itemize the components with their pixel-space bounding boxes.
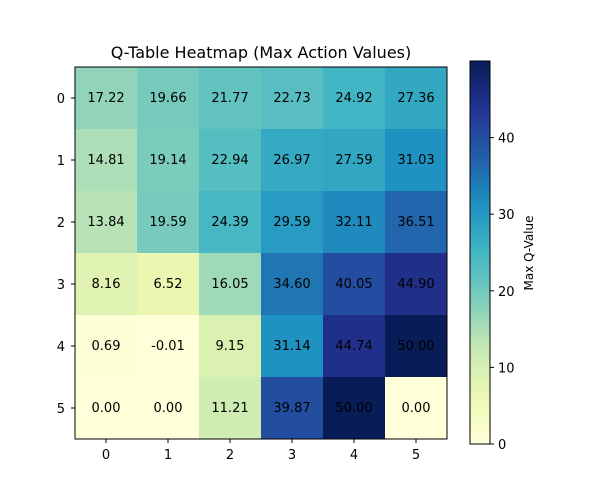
colorbar-ticks: 0 10 20 30 40	[490, 132, 515, 453]
heatmap-cell	[261, 191, 323, 253]
x-tick-label: 4	[350, 448, 358, 463]
cell-value-label: 0.00	[402, 401, 431, 416]
heatmap-cell	[199, 191, 261, 253]
heatmap-cells: 17.22 19.66 21.77 22.73 24.92 27.36 14.81 19.14…	[75, 67, 447, 439]
x-tick-label: 0	[102, 448, 110, 463]
cell-value-label: 19.14	[149, 153, 186, 168]
y-tick-label: 3	[57, 278, 65, 293]
heatmap-cell	[323, 129, 385, 191]
colorbar	[469, 60, 491, 445]
cell-value-label: 40.05	[335, 277, 372, 292]
cell-value-label: 22.73	[273, 91, 310, 106]
y-tick-label: 2	[57, 216, 65, 231]
x-tick-label: 2	[226, 448, 234, 463]
heatmap-cell	[261, 129, 323, 191]
heatmap-cell	[323, 191, 385, 253]
heatmap-cell	[385, 253, 447, 315]
cell-value-label: -0.01	[151, 339, 185, 354]
cell-value-label: 29.59	[273, 215, 310, 230]
heatmap-cell	[75, 129, 137, 191]
cell-value-label: 34.60	[273, 277, 310, 292]
heatmap-cell	[75, 67, 137, 129]
x-tick-label: 1	[164, 448, 172, 463]
cell-value-label: 16.05	[211, 277, 248, 292]
heatmap-cell	[323, 67, 385, 129]
cell-value-label: 11.21	[211, 401, 248, 416]
cell-value-label: 0.00	[92, 401, 121, 416]
y-tick-label: 4	[57, 340, 65, 355]
heatmap-cell	[75, 315, 137, 377]
heatmap-cell	[137, 67, 199, 129]
heatmap-cell	[75, 253, 137, 315]
cell-value-label: 19.66	[149, 91, 186, 106]
y-tick-label: 0	[57, 92, 65, 107]
colorbar-tick-label: 20	[498, 285, 515, 300]
heatmap-cell	[199, 315, 261, 377]
colorbar-tick-label: 30	[498, 208, 515, 223]
cell-value-label: 24.39	[211, 215, 248, 230]
heatmap-cell	[385, 315, 447, 377]
heatmap-cell	[323, 315, 385, 377]
cell-value-label: 44.74	[335, 339, 372, 354]
cell-value-label: 27.59	[335, 153, 372, 168]
colorbar-tick-label: 0	[498, 438, 506, 453]
cell-value-label: 22.94	[211, 153, 248, 168]
heatmap-cell	[137, 253, 199, 315]
chart-title: Q-Table Heatmap (Max Action Values)	[111, 43, 412, 62]
heatmap-cell	[199, 377, 261, 439]
heatmap-frame	[74, 66, 448, 440]
cell-value-label: 32.11	[335, 215, 372, 230]
cell-value-label: 44.90	[397, 277, 434, 292]
heatmap-cell	[261, 315, 323, 377]
heatmap-cell	[75, 191, 137, 253]
heatmap-cell	[385, 191, 447, 253]
heatmap-cell	[137, 377, 199, 439]
cell-value-label: 13.84	[87, 215, 124, 230]
cell-value-label: 36.51	[397, 215, 434, 230]
cell-value-label: 50.00	[335, 401, 372, 416]
heatmap-cell	[261, 253, 323, 315]
x-tick-label: 3	[288, 448, 296, 463]
heatmap-cell	[385, 377, 447, 439]
y-tick-label: 1	[57, 154, 65, 169]
heatmap-cell	[199, 67, 261, 129]
cell-value-label: 0.69	[92, 339, 121, 354]
heatmap-cell	[199, 253, 261, 315]
cell-value-label: 0.00	[154, 401, 183, 416]
cell-value-label: 17.22	[87, 91, 124, 106]
cell-value-label: 39.87	[273, 401, 310, 416]
cell-value-label: 26.97	[273, 153, 310, 168]
cell-value-label: 9.15	[216, 339, 245, 354]
colorbar-tick-label: 40	[498, 132, 515, 147]
colorbar-tick-label: 10	[498, 361, 515, 376]
cell-value-label: 8.16	[92, 277, 121, 292]
heatmap-cell	[199, 129, 261, 191]
heatmap-cell	[385, 67, 447, 129]
heatmap-cell	[75, 377, 137, 439]
heatmap-cell	[323, 253, 385, 315]
cell-value-label: 31.14	[273, 339, 310, 354]
cell-value-label: 14.81	[87, 153, 124, 168]
cell-value-label: 6.52	[154, 277, 183, 292]
x-tick-label: 5	[412, 448, 420, 463]
heatmap-cell	[261, 377, 323, 439]
heatmap-cell	[137, 191, 199, 253]
x-axis: 0 1 2 3 4 5	[102, 439, 420, 463]
cell-value-label: 31.03	[397, 153, 434, 168]
heatmap-cell	[137, 129, 199, 191]
y-tick-label: 5	[57, 402, 65, 417]
colorbar-label: Max Q-Value	[522, 216, 536, 291]
cell-value-label: 27.36	[397, 91, 434, 106]
heatmap-cell	[385, 129, 447, 191]
cell-value-label: 24.92	[335, 91, 372, 106]
y-axis: 0 1 2 3 4 5	[57, 92, 75, 417]
cell-value-label: 21.77	[211, 91, 248, 106]
heatmap-cell	[323, 377, 385, 439]
cell-value-label: 19.59	[149, 215, 186, 230]
heatmap-cell	[137, 315, 199, 377]
heatmap-cell	[261, 67, 323, 129]
cell-value-label: 50.00	[397, 339, 434, 354]
